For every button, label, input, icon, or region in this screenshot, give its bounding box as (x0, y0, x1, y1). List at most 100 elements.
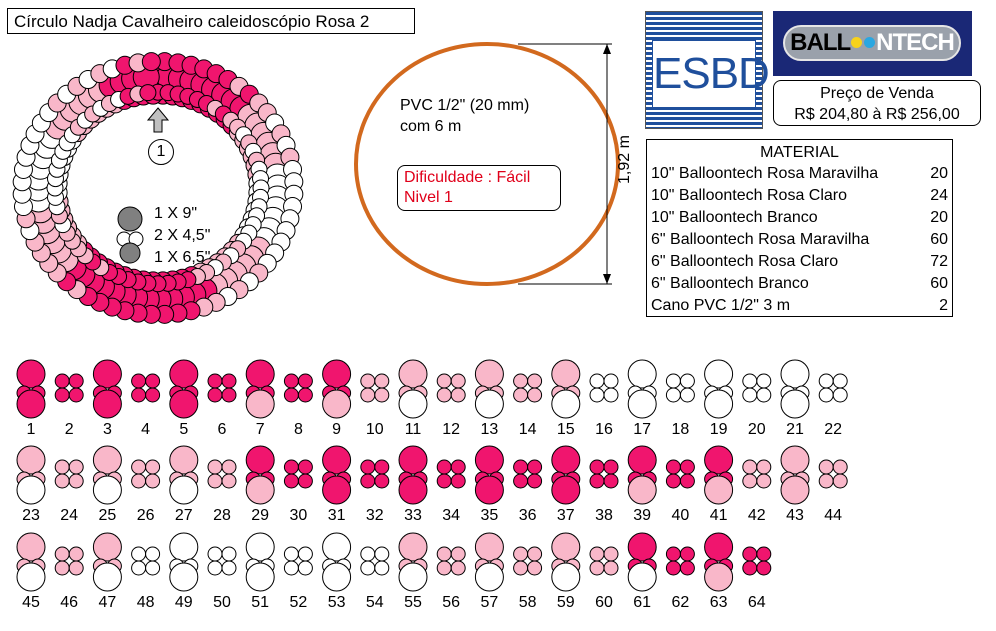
cluster-balloon-small (54, 373, 70, 389)
cluster-number: 5 (179, 421, 189, 438)
cluster-balloon-small (360, 373, 376, 389)
cluster-balloon-small (832, 459, 848, 475)
cluster-balloon-large (245, 359, 275, 389)
cluster-balloon-small (221, 387, 237, 403)
cluster-balloon-small (297, 473, 313, 489)
cluster-balloon-small (436, 387, 452, 403)
cluster-balloon-small (756, 473, 772, 489)
cluster-balloon-small (742, 473, 758, 489)
cluster-balloon-large (474, 532, 504, 562)
cluster-balloon-small (283, 387, 299, 403)
material-qty: 24 (930, 187, 948, 204)
cluster-number: 60 (595, 594, 613, 611)
cluster-balloon-small (297, 546, 313, 562)
cluster-number: 25 (98, 507, 117, 524)
cluster-number: 36 (518, 507, 537, 524)
balloontech-logo-mark: BALL NTECH (783, 25, 961, 61)
material-qty: 60 (930, 275, 948, 292)
material-row: 6" Balloontech Rosa Maravilha 60 (647, 229, 952, 251)
cluster-balloon-small (527, 546, 543, 562)
cluster-balloon-small (374, 546, 390, 562)
cluster-balloon-large (169, 562, 199, 592)
cluster-balloon-small (665, 459, 681, 475)
esbd-logo-text: ESBD (652, 40, 770, 108)
cluster-balloon-small (297, 387, 313, 403)
cluster-balloon-small (436, 459, 452, 475)
cluster-number: 3 (102, 421, 112, 438)
cluster-balloon-small (131, 546, 147, 562)
cluster-number: 48 (136, 594, 155, 611)
cluster-balloon-small (665, 387, 681, 403)
cluster-balloon-large (551, 475, 581, 505)
cluster-balloon-large (627, 359, 657, 389)
cluster-balloon-large (169, 445, 199, 475)
cluster-balloon-small (679, 546, 695, 562)
material-table: MATERIAL 10" Balloontech Rosa Maravilha 2… (646, 139, 953, 317)
cluster-balloon-large (245, 475, 275, 505)
cluster-balloon-large (627, 562, 657, 592)
cluster-balloon-large (16, 532, 46, 562)
cluster-balloon-small (68, 473, 84, 489)
cluster-balloon-large (322, 475, 352, 505)
pvc-ring (354, 42, 620, 286)
cluster-balloon-small (756, 459, 772, 475)
cluster-balloon-small (527, 459, 543, 475)
cluster-legend: 1 X 9" 2 X 4,5" 1 X 6,5" (154, 203, 210, 269)
material-name: 6" Balloontech Branco (651, 275, 809, 292)
cluster-balloon-large (245, 445, 275, 475)
cluster-number: 45 (22, 594, 40, 611)
cluster-balloon-large (92, 532, 122, 562)
cluster-balloon-small (283, 546, 299, 562)
cluster-balloon-small (832, 387, 848, 403)
cluster-number: 51 (251, 594, 270, 611)
pvc-length: com 6 m (400, 118, 462, 135)
cluster-balloon-small (131, 473, 147, 489)
cluster-balloon-small (603, 560, 619, 576)
cluster-balloon-small (221, 459, 237, 475)
cluster-number: 27 (174, 507, 193, 524)
cluster-balloon-large (704, 562, 734, 592)
cluster-number: 2 (64, 421, 74, 438)
cluster-number: 17 (633, 421, 652, 438)
cluster-number: 9 (332, 421, 342, 438)
cluster-balloon-large (16, 475, 46, 505)
cluster-balloon-large (627, 532, 657, 562)
cluster-balloon-large (551, 359, 581, 389)
cluster-balloon-large (780, 475, 810, 505)
cluster-balloon-large (245, 389, 275, 419)
cluster-balloon-small (450, 473, 466, 489)
cluster-balloon-small (665, 473, 681, 489)
cluster-balloon-large (704, 389, 734, 419)
cluster-balloon-small (679, 473, 695, 489)
cluster-balloon-small (832, 473, 848, 489)
cluster-balloon-small (742, 560, 758, 576)
cluster-balloon-small (589, 546, 605, 562)
difficulty-level: Nivel 1 (404, 189, 453, 206)
cluster-balloon-small (665, 560, 681, 576)
cluster-number: 46 (60, 594, 79, 611)
cluster-balloon-small (207, 473, 223, 489)
cluster-number: 29 (251, 507, 270, 524)
cluster-balloon-small (527, 387, 543, 403)
cluster-number: 44 (824, 507, 843, 524)
cluster-balloon-large (92, 359, 122, 389)
cluster-balloon-small (360, 473, 376, 489)
cluster-number: 18 (671, 421, 690, 438)
cluster-balloon-small (742, 459, 758, 475)
cluster-balloon-small (679, 560, 695, 576)
cluster-balloon-large (16, 562, 46, 592)
cluster-number: 64 (747, 594, 766, 611)
cluster-balloon-large (16, 389, 46, 419)
cluster-number: 24 (60, 507, 79, 524)
cluster-balloon-small (603, 473, 619, 489)
ring-balloon (141, 52, 161, 72)
cluster-balloon-large (322, 359, 352, 389)
cluster-balloon-large (551, 389, 581, 419)
cluster-balloon-large (92, 562, 122, 592)
cluster-balloon-large (398, 359, 428, 389)
cluster-balloon-small (145, 473, 161, 489)
cluster-number: 15 (556, 421, 575, 438)
cluster-balloon-small (131, 459, 147, 475)
cluster-number: 62 (671, 594, 690, 611)
price-box: Preço de Venda R$ 204,80 à R$ 256,00 (773, 80, 981, 126)
